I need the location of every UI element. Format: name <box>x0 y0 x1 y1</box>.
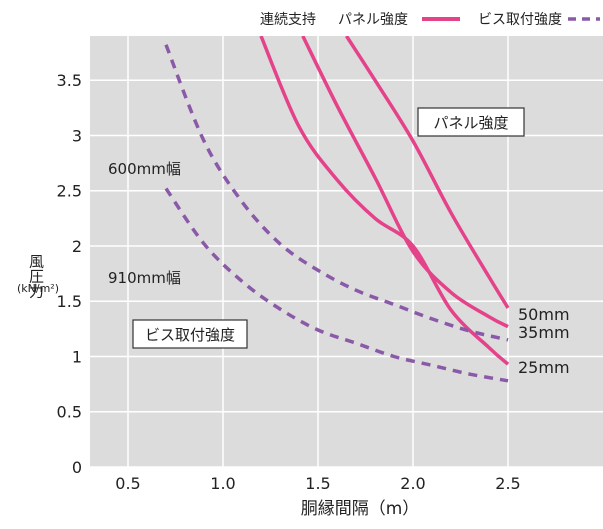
y-tick-label: 2.5 <box>57 182 82 201</box>
y-tick-label: 2 <box>72 237 82 256</box>
x-tick-label: 0.5 <box>115 474 140 493</box>
legend-prefix: 連続支持 <box>260 11 316 28</box>
y-tick-label: 3 <box>72 126 82 145</box>
grid <box>90 36 603 468</box>
label-600mm: 600mm幅 <box>108 160 181 178</box>
screw-strength-box: ビス取付強度 <box>132 319 248 349</box>
series-layer <box>164 36 510 383</box>
series-line-panel-35mm <box>301 36 509 329</box>
series-line-screw-600mm幅 <box>164 44 509 342</box>
x-axis-title: 胴縁間隔（m） <box>301 499 420 519</box>
legend-panel-label: パネル強度 <box>338 12 408 28</box>
series-line-panel-25mm <box>259 36 510 366</box>
series-line-screw-910mm幅 <box>164 187 509 383</box>
y-tick-label: 3.5 <box>57 71 82 90</box>
label-50mm: 50mm <box>518 305 570 324</box>
x-tick-label: 2.5 <box>495 474 520 493</box>
y-axis-title: 風圧力 <box>27 254 45 300</box>
screw-strength-box-text: ビス取付強度 <box>145 326 235 344</box>
y-tick-labels: 0 0.5 1 1.5 2 2.5 3 3.5 <box>57 71 82 477</box>
x-tick-label: 1.0 <box>210 474 235 493</box>
y-tick-label: 1 <box>72 347 82 366</box>
label-25mm: 25mm <box>518 358 570 377</box>
y-axis-unit: (kN/m²) <box>17 282 59 295</box>
series-line-panel-50mm <box>345 36 510 309</box>
panel-strength-box: パネル強度 <box>417 107 525 137</box>
y-tick-label: 0.5 <box>57 403 82 422</box>
y-tick-label: 0 <box>72 458 82 477</box>
x-tick-label: 1.5 <box>305 474 330 493</box>
legend: 連続支持 パネル強度 ビス取付強度 <box>260 11 600 28</box>
legend-screw-label: ビス取付強度 <box>478 12 562 28</box>
x-tick-label: 2.0 <box>400 474 425 493</box>
x-tick-labels: 0.5 1.0 1.5 2.0 2.5 <box>115 474 520 493</box>
panel-strength-box-text: パネル強度 <box>433 114 508 132</box>
label-35mm: 35mm <box>518 323 570 342</box>
y-tick-label: 1.5 <box>57 292 82 311</box>
label-910mm: 910mm幅 <box>108 269 181 287</box>
plot-background <box>90 36 603 467</box>
